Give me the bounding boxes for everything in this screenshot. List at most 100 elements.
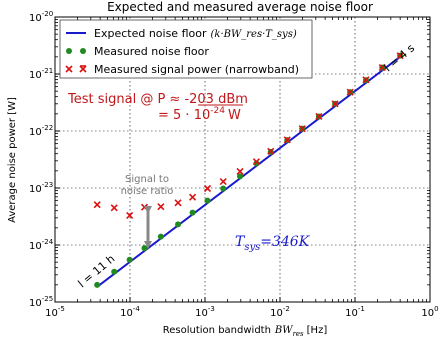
legend-x-marker-a	[65, 65, 73, 73]
measured-noise-point	[141, 245, 148, 252]
measured-noise-point	[157, 233, 164, 240]
x-tick-base: 10	[120, 308, 133, 319]
y-tick-label: 10-20	[29, 10, 53, 24]
test-signal-annotation: Test signal @ P ≈ -203 dBm = 5 · 10-24 W	[67, 92, 248, 123]
legend-circle-marker-b	[80, 48, 86, 54]
signal-power-point	[236, 167, 244, 176]
signal-power-point	[110, 204, 118, 212]
test-signal-value: = 5 · 10	[158, 108, 210, 123]
x-tick-base: 10	[421, 308, 434, 319]
measured-noise-point	[220, 185, 227, 192]
legend-expected-name: Expected noise floor	[94, 27, 207, 40]
x-tick-base: 10	[345, 308, 358, 319]
x-tick-base: 10	[270, 308, 283, 319]
tsys-annotation: Tsys=346K	[235, 234, 311, 253]
snr-label-line1: Signal to	[125, 174, 169, 185]
x-tick-label: 100	[421, 305, 438, 319]
x-tick-label: 10-3	[195, 305, 215, 319]
x-axis-label-symbol: BW	[274, 325, 293, 336]
signal-power-point	[126, 211, 134, 220]
x-tick-exponent: 0	[434, 305, 438, 313]
test-signal-line1: Test signal @ P ≈ -203 dBm	[67, 92, 248, 107]
y-tick-exponent: -25	[42, 295, 53, 303]
x-tick-label: 10-5	[45, 305, 65, 319]
x-tick-exponent: -2	[283, 305, 290, 313]
signal-power-point	[362, 76, 370, 84]
y-tick-exponent: -21	[42, 67, 53, 75]
test-signal-line2: = 5 · 10-24 W	[158, 106, 241, 123]
signal-power-point	[298, 125, 306, 133]
signal-power-point	[378, 63, 386, 72]
signal-power-point	[252, 158, 260, 166]
legend-expected-label: Expected noise floor (k·BW_res·T_sys)	[94, 27, 297, 40]
x-tick-label: 10-1	[345, 305, 365, 319]
signal-power-point	[283, 136, 291, 144]
legend-expected-formula: (k·BW_res·T_sys)	[210, 29, 296, 40]
chart-title: Expected and measured average noise floo…	[107, 0, 373, 14]
y-tick-base: 10	[29, 70, 42, 81]
y-tick-base: 10	[29, 13, 42, 24]
x-tick-label: 10-4	[120, 305, 140, 319]
x-axis-label-unit: [Hz]	[307, 325, 328, 336]
y-axis-label: Average noise power [W]	[7, 97, 18, 223]
y-tick-base: 10	[29, 127, 42, 138]
x-axis-label-sub: res	[293, 330, 304, 338]
x-axis-label: Resolution bandwidth BWres [Hz]	[163, 325, 328, 338]
measured-noise-point	[111, 268, 118, 275]
signal-power-point	[140, 203, 149, 211]
x-tick-exponent: -4	[133, 305, 141, 313]
plot-frame	[54, 16, 431, 303]
signal-power-point	[203, 184, 212, 193]
y-tick-exponent: -24	[42, 238, 54, 246]
measured-noise-point	[126, 256, 133, 263]
y-tick-exponent: -23	[42, 181, 53, 189]
measured-noise-point	[204, 197, 211, 204]
test-signal-unit: W	[228, 108, 241, 123]
signal-power-point	[174, 199, 182, 207]
signal-power-point	[346, 88, 354, 96]
x-axis-label-text: Resolution bandwidth	[163, 325, 271, 336]
measured-noise-point	[253, 160, 260, 167]
y-tick-label: 10-21	[29, 67, 53, 81]
x-tick-base: 10	[45, 308, 58, 319]
tsys-subscript: sys	[244, 242, 260, 253]
snr-annotation: Signal to noise ratio	[121, 174, 174, 249]
test-signal-exponent: -24	[210, 106, 225, 116]
y-tick-base: 10	[29, 298, 42, 309]
legend-signal-label: Measured signal power (narrowband)	[94, 63, 299, 76]
legend-circle-marker-a	[66, 48, 72, 54]
x-tick-exponent: -3	[208, 305, 215, 313]
x-tick-exponent: -1	[358, 305, 365, 313]
svg-text:Tsys=346K: Tsys=346K	[235, 234, 311, 253]
legend-x-marker-b	[79, 65, 87, 73]
y-tick-exponent: -20	[42, 10, 53, 18]
tsys-symbol: T	[235, 234, 246, 250]
measured-noise-point	[175, 221, 182, 228]
signal-power-point	[219, 177, 227, 186]
legend: Expected noise floor (k·BW_res·T_sys) Mea…	[59, 19, 313, 79]
x-tick-base: 10	[195, 308, 208, 319]
y-tick-label: 10-24	[29, 238, 54, 252]
signal-power-point	[189, 193, 197, 201]
y-tick-base: 10	[29, 184, 42, 195]
tsys-value: =346K	[260, 234, 310, 250]
signal-power-point	[396, 52, 404, 60]
signal-power-point	[157, 203, 165, 211]
y-tick-label: 10-23	[29, 181, 53, 195]
x-tick-exponent: -5	[58, 305, 65, 313]
measured-noise-point	[189, 209, 196, 216]
axis-ticks: 10-5 10-4 10-3 10-2 10-1 10010-2510-2410-2310…	[29, 10, 439, 319]
legend-box	[59, 19, 313, 79]
integration-time-high: l = 4 s	[382, 41, 418, 74]
signal-power-point	[315, 112, 323, 121]
signal-power-point	[93, 201, 101, 209]
x-tick-label: 10-2	[270, 305, 290, 319]
snr-label-line2: noise ratio	[121, 186, 174, 197]
signal-power-point	[331, 100, 339, 108]
measured-noise-point	[237, 173, 244, 180]
y-tick-label: 10-25	[29, 295, 53, 309]
y-tick-exponent: -22	[42, 124, 53, 132]
signal-power-point	[267, 147, 275, 155]
y-tick-label: 10-22	[29, 124, 53, 138]
